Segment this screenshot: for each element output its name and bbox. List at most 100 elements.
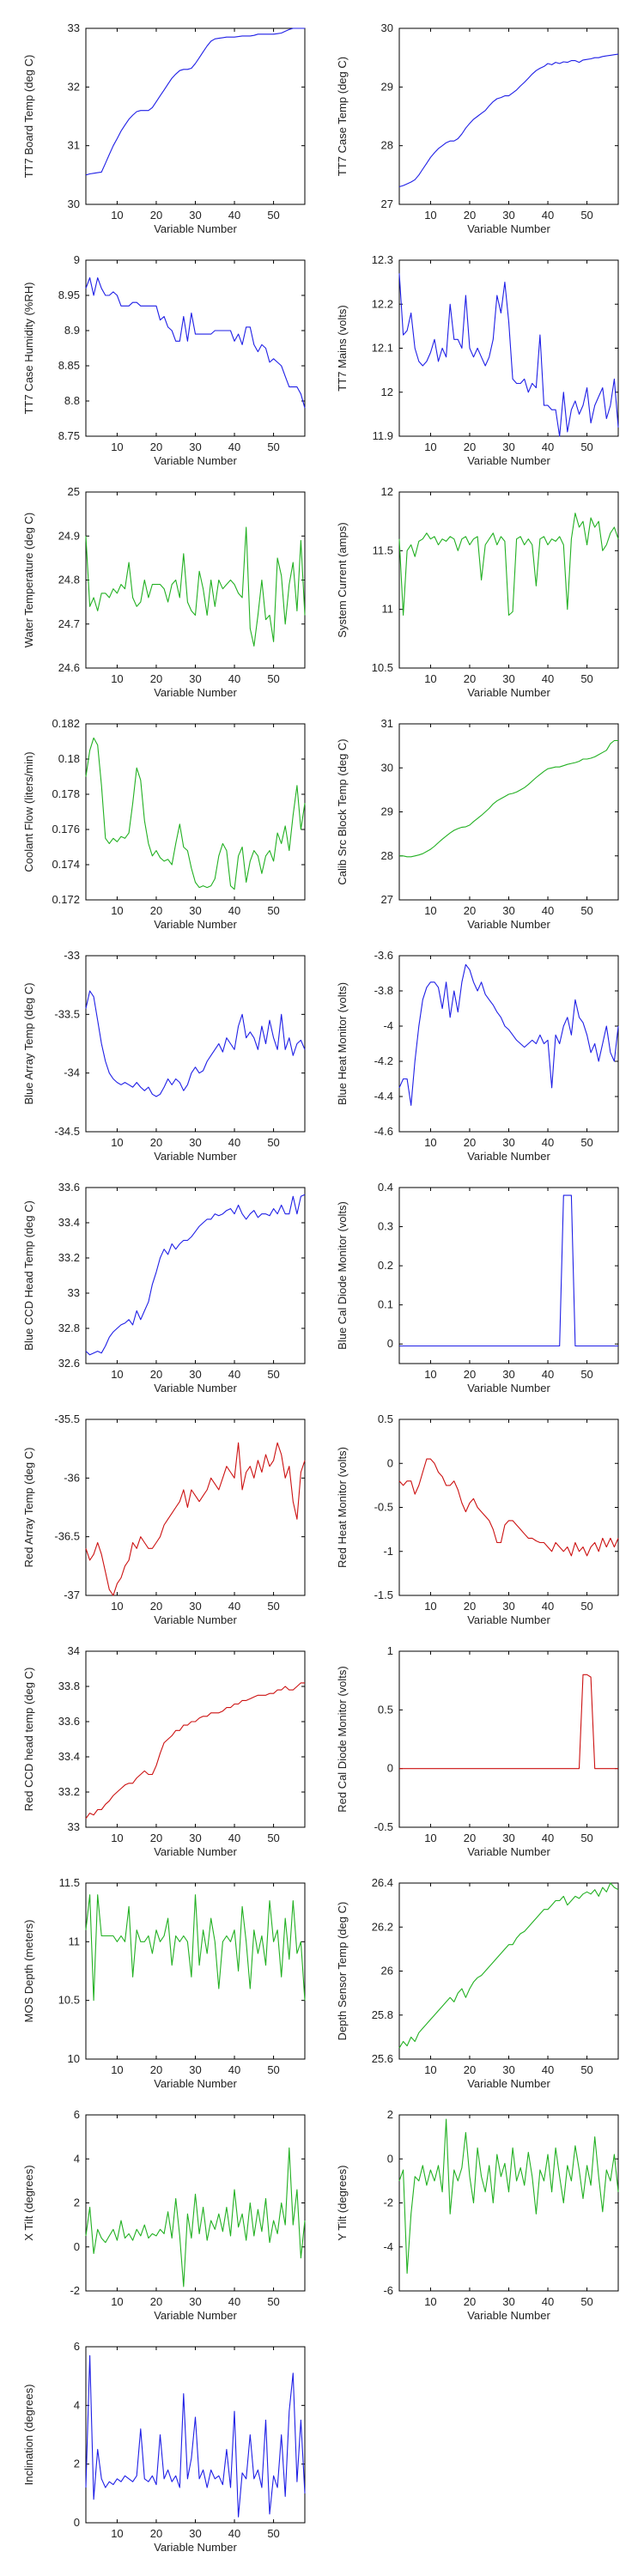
series-line <box>398 963 619 1106</box>
data-point <box>155 2235 156 2236</box>
data-point <box>183 2393 184 2394</box>
data-point <box>140 1319 141 1320</box>
data-point <box>215 2229 216 2230</box>
data-point <box>398 1768 399 1769</box>
data-point <box>230 37 231 38</box>
data-point <box>164 89 165 90</box>
data-point <box>582 1546 583 1547</box>
x-tick-label: 10 <box>111 672 123 685</box>
data-point <box>485 994 486 995</box>
data-point <box>426 2184 427 2185</box>
data-point <box>230 1707 231 1708</box>
x-tick-label: 20 <box>464 904 476 917</box>
y-tick-label: 33.6 <box>58 1181 80 1194</box>
data-point <box>132 1542 133 1543</box>
data-point <box>265 2420 266 2421</box>
y-tick-label: 0 <box>74 2516 80 2529</box>
data-point <box>410 2214 411 2215</box>
data-point <box>273 641 274 642</box>
data-point <box>293 1196 294 1197</box>
data-point <box>210 2220 211 2221</box>
data-point <box>602 2211 603 2212</box>
plot-frame <box>85 955 306 1133</box>
data-point <box>167 83 168 84</box>
data-point <box>304 1682 305 1683</box>
data-point <box>422 538 423 539</box>
series-line <box>399 739 618 858</box>
x-tick-label: 20 <box>150 2527 162 2540</box>
data-point <box>614 1060 615 1061</box>
data-point <box>586 59 587 60</box>
data-point <box>120 1935 121 1936</box>
data-point <box>574 60 575 61</box>
data-point <box>493 2202 494 2203</box>
data-point <box>203 1929 204 1930</box>
data-point <box>430 538 431 539</box>
data-point <box>563 61 564 62</box>
data-point <box>167 1739 168 1740</box>
data-point <box>446 981 447 982</box>
data-point <box>516 1524 517 1525</box>
data-point <box>539 538 540 539</box>
data-point <box>442 145 443 146</box>
data-point <box>571 763 572 764</box>
y-tick-label: 25.6 <box>372 2052 393 2065</box>
y-tick-label: -3.6 <box>374 949 393 962</box>
x-tick-label: 10 <box>111 440 123 453</box>
data-point <box>504 2163 505 2164</box>
x-axis-label: Variable Number <box>154 686 237 699</box>
x-tick-label: 50 <box>580 672 592 685</box>
x-tick-label: 20 <box>464 1832 476 1844</box>
plot-frame <box>85 2346 306 2524</box>
chart-12: 0 0.1 0.2 0.3 0.4 10 20 30 40 50 Variable Number Bl… <box>336 1181 619 1394</box>
data-point <box>218 1215 219 1216</box>
data-point <box>253 646 254 647</box>
data-point <box>160 584 161 585</box>
y-tick-label: -33 <box>64 949 80 962</box>
y-tick-label: 2 <box>74 2196 80 2209</box>
data-point <box>567 1195 568 1196</box>
x-axis-label: Variable Number <box>154 2541 237 2554</box>
data-point <box>175 1507 176 1508</box>
data-point <box>253 1478 254 1479</box>
data-point <box>493 1529 494 1530</box>
y-tick-label: 25.8 <box>372 2008 393 2021</box>
data-point <box>253 850 254 851</box>
data-point <box>610 405 611 406</box>
data-point <box>120 1324 121 1325</box>
data-point <box>164 860 165 861</box>
data-point <box>407 2273 408 2274</box>
x-tick-label: 10 <box>424 904 436 917</box>
data-point <box>250 1698 251 1699</box>
data-point <box>398 1087 399 1088</box>
data-point <box>112 2484 113 2485</box>
plot-frame <box>398 1882 619 2060</box>
y-tick-label: 30 <box>68 197 80 210</box>
x-axis-label: Variable Number <box>154 918 237 931</box>
x-tick-label: 30 <box>189 672 201 685</box>
data-point <box>226 584 227 585</box>
data-point <box>285 31 286 32</box>
x-tick-label: 50 <box>267 672 279 685</box>
data-point <box>226 1707 227 1708</box>
data-point <box>242 1489 243 1490</box>
x-tick-label: 10 <box>111 209 123 222</box>
data-point <box>183 1240 184 1241</box>
data-point <box>477 818 478 819</box>
data-point <box>277 833 278 834</box>
x-axis-label: Variable Number <box>154 1845 237 1858</box>
y-tick-label: 11 <box>69 1935 81 1947</box>
x-tick-label: 40 <box>228 672 240 685</box>
data-point <box>164 1087 165 1088</box>
x-tick-label: 20 <box>464 440 476 453</box>
data-point <box>120 584 121 585</box>
data-point <box>117 1941 118 1942</box>
data-point <box>148 597 149 598</box>
data-point <box>155 1765 156 1766</box>
data-point <box>504 95 505 96</box>
data-point <box>101 2478 102 2479</box>
data-point <box>129 1084 130 1085</box>
data-point <box>89 2355 90 2356</box>
data-point <box>183 1935 184 1936</box>
data-point <box>238 334 239 335</box>
